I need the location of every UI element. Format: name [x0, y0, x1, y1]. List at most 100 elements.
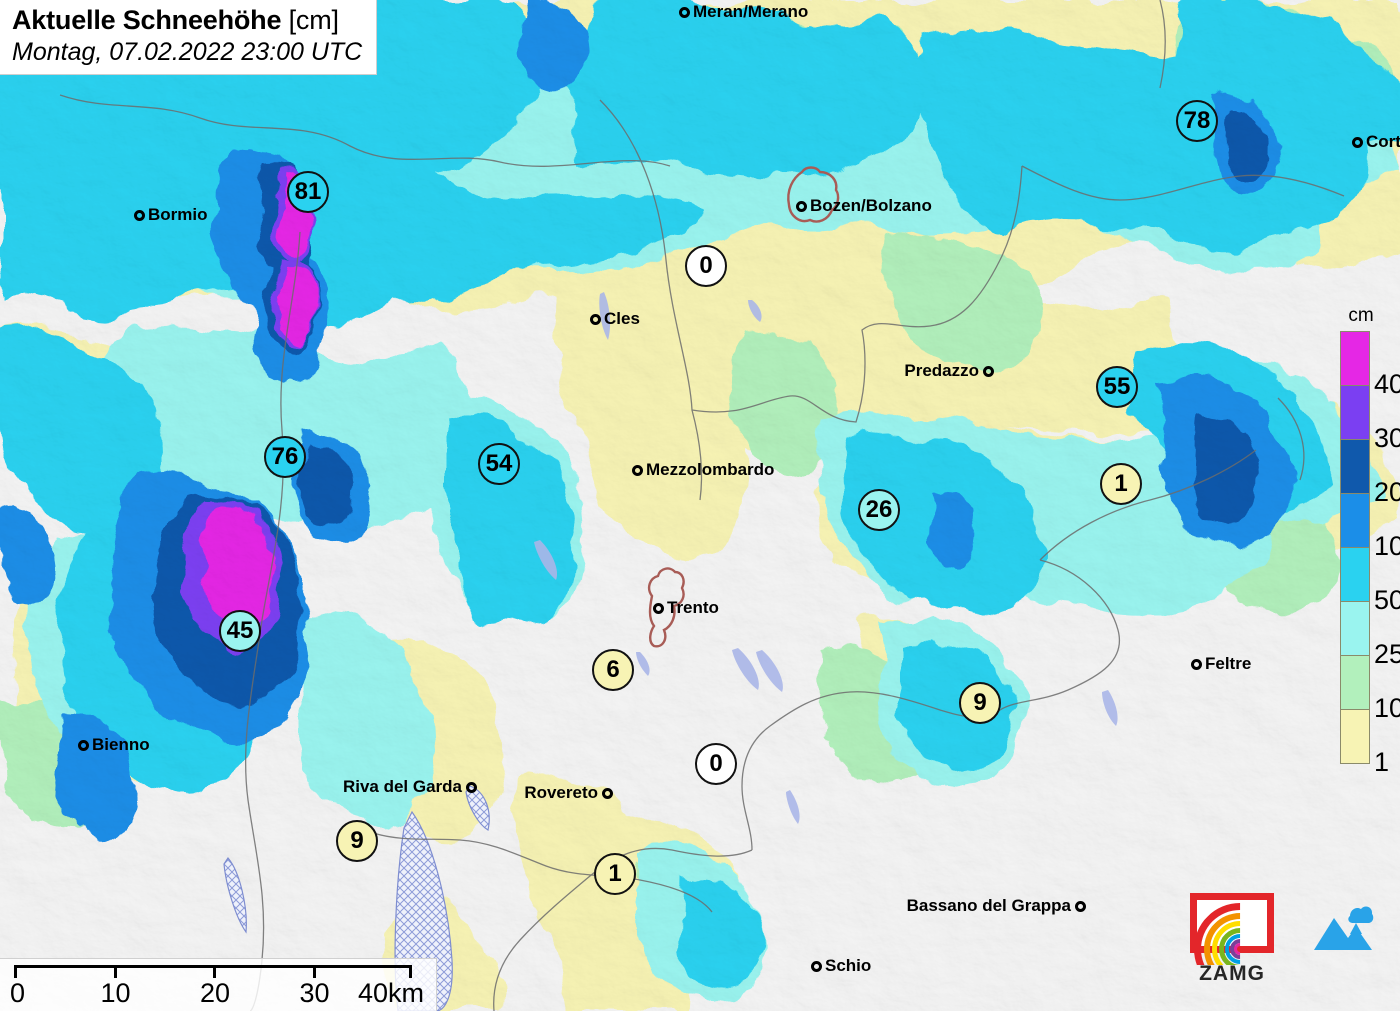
legend-band: 25: [1341, 601, 1400, 668]
scale-bar-tick-label: 30: [299, 978, 330, 1008]
scale-bar-tick-label: 40km: [357, 978, 424, 1008]
station-value-marker[interactable]: 6: [592, 649, 634, 691]
city-label: Cortina: [1366, 132, 1400, 151]
legend-band: 400: [1341, 332, 1400, 398]
city-place-label: Feltre: [1191, 654, 1251, 674]
scale-bar-labels: 0 10 20 30 40km: [10, 978, 424, 1008]
scale-bar-tick: [312, 965, 316, 978]
legend-band-label: 200: [1374, 477, 1400, 507]
legend-band-label: 300: [1374, 423, 1400, 453]
city-marker-icon: [811, 960, 822, 972]
city-place-label: Riva del Garda: [343, 777, 477, 797]
city-marker-icon: [590, 313, 601, 325]
scale-bar-rule: [14, 965, 412, 978]
scale-bar-tick-label: 0: [10, 978, 26, 1008]
legend-colorbar: 400 300 200 100 50 25 10 1: [1340, 331, 1400, 776]
legend-band: 10: [1341, 655, 1400, 722]
city-label: Schio: [825, 956, 872, 975]
city-marker-icon: [653, 602, 664, 614]
scale-bar-tick: [14, 965, 17, 978]
city-marker-icon: [78, 739, 89, 751]
station-value-marker[interactable]: 1: [1100, 463, 1142, 505]
city-place-label: Bassano del Grappa: [907, 896, 1086, 916]
city-label: Bienno: [92, 735, 150, 754]
color-legend: cm 400 300 200 100 50 25 10 1: [1338, 305, 1400, 776]
page-title: Aktuelle Schneehöhe [cm]: [12, 5, 362, 36]
city-marker-icon: [1075, 900, 1086, 912]
city-label: Riva del Garda: [342, 777, 462, 796]
station-value-marker[interactable]: 0: [685, 245, 727, 287]
city-marker-icon: [796, 200, 807, 212]
city-place-label: Bormio: [134, 205, 208, 225]
legend-band: 100: [1341, 493, 1400, 560]
scale-bar: 0 10 20 30 40km: [0, 958, 437, 1011]
station-value-marker[interactable]: 54: [478, 443, 520, 485]
station-value-marker[interactable]: 55: [1096, 366, 1138, 408]
city-place-label: Schio: [811, 956, 871, 976]
station-value-marker[interactable]: 45: [219, 610, 261, 652]
city-marker-icon: [1352, 136, 1363, 148]
station-value-marker[interactable]: 9: [336, 820, 378, 862]
city-label: Mezzolombardo: [646, 460, 775, 479]
legend-band: 200: [1341, 439, 1400, 506]
scale-bar-tick: [213, 965, 216, 978]
station-value-marker[interactable]: 81: [287, 171, 329, 213]
city-label: Bozen/Bolzano: [810, 196, 932, 215]
scale-bar-tick: [409, 965, 412, 978]
city-marker-icon: [632, 464, 643, 476]
city-marker-icon: [466, 781, 477, 793]
city-label: Cles: [604, 309, 640, 328]
mountain-cloud-icon: [1314, 906, 1374, 950]
station-value-marker[interactable]: 9: [959, 682, 1001, 724]
city-marker-icon: [679, 6, 690, 18]
city-marker-icon: [983, 365, 994, 377]
city-place-label: Bienno: [78, 735, 150, 755]
scale-bar-tick-label: 20: [200, 978, 231, 1008]
zamg-logo: ZAMG: [1190, 893, 1274, 986]
city-marker-icon: [134, 209, 145, 221]
legend-band: 50: [1341, 547, 1400, 614]
city-label: Predazzo: [904, 361, 979, 380]
station-value-marker[interactable]: 78: [1176, 100, 1218, 142]
title-variable: Aktuelle Schneehöhe: [12, 5, 282, 35]
city-label: Feltre: [1205, 654, 1252, 673]
map-title-card: Aktuelle Schneehöhe [cm] Montag, 07.02.2…: [0, 0, 378, 76]
station-value-marker[interactable]: 76: [264, 436, 306, 478]
scale-bar-tick-label: 10: [100, 978, 131, 1008]
zamg-rainbow-icon: [1190, 893, 1274, 965]
city-place-label: Meran/Merano: [679, 2, 808, 22]
title-unit: [cm]: [288, 5, 339, 35]
legend-band-label: 1: [1374, 747, 1390, 777]
zamg-frame: [1190, 893, 1274, 953]
city-place-label: Mezzolombardo: [632, 460, 774, 480]
legend-band-label: 10: [1374, 693, 1400, 723]
station-value-marker[interactable]: 26: [858, 489, 900, 531]
city-place-label: Cortina: [1352, 132, 1400, 152]
city-marker-icon: [1191, 658, 1202, 670]
legend-band-label: 400: [1374, 369, 1400, 399]
city-label: Meran/Merano: [693, 2, 809, 21]
legend-unit-label: cm: [1348, 305, 1374, 326]
legend-band-label: 100: [1374, 531, 1400, 561]
station-value-marker[interactable]: 1: [594, 853, 636, 895]
city-place-label: Cles: [590, 309, 640, 329]
city-label: Trento: [667, 598, 719, 617]
title-timestamp: Montag, 07.02.2022 23:00 UTC: [12, 38, 363, 67]
city-marker-icon: [602, 787, 613, 799]
legend-band-label: 25: [1374, 639, 1400, 669]
legend-band-label: 50: [1374, 585, 1400, 615]
legend-band: 1: [1341, 709, 1389, 776]
zamg-wordmark: ZAMG: [1199, 962, 1265, 985]
city-label: Rovereto: [524, 783, 598, 802]
legend-band: 300: [1341, 385, 1400, 452]
city-label: Bormio: [148, 205, 208, 224]
city-place-label: Rovereto: [524, 783, 613, 803]
scale-bar-tick: [113, 965, 117, 978]
city-place-label: Bozen/Bolzano: [796, 196, 932, 216]
city-label: Bassano del Grappa: [906, 896, 1071, 915]
city-place-label: Predazzo: [904, 361, 994, 381]
city-place-label: Trento: [653, 598, 719, 618]
station-value-marker[interactable]: 0: [695, 743, 737, 785]
